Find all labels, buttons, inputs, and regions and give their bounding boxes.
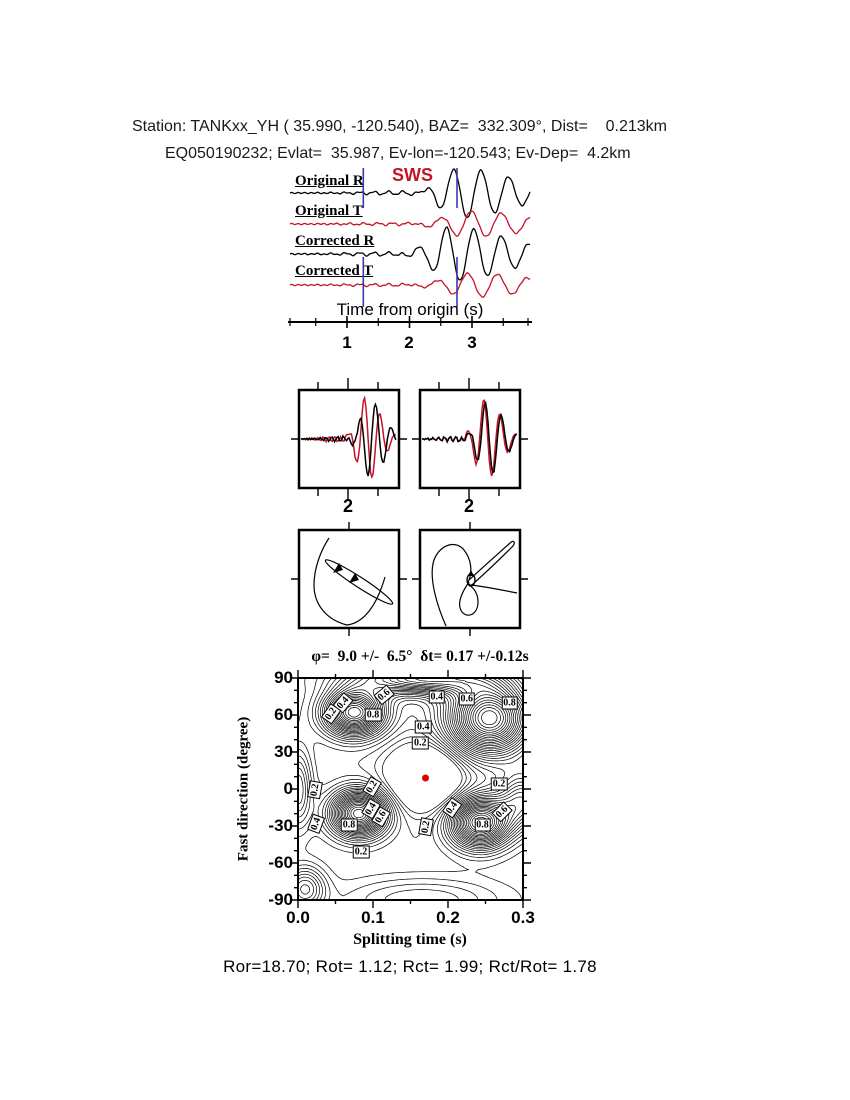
- contour-label-0.2: 0.2: [412, 736, 429, 750]
- contour-line: [481, 710, 498, 726]
- waveform-stack-plot: [288, 168, 532, 328]
- time-tick-3: 3: [467, 333, 477, 352]
- xtick-0.2: 0.2: [436, 908, 460, 927]
- pm-curve: [313, 537, 386, 626]
- time-axis-title: Time from origin (s): [336, 300, 484, 319]
- contour-box: [297, 677, 524, 901]
- pm-curve: [471, 584, 518, 594]
- trace-original-r: [289, 168, 531, 219]
- contour-axis-ticks: [290, 670, 531, 908]
- trace-original-t: [289, 210, 531, 237]
- contour-line: [298, 678, 523, 900]
- pm-curve: [431, 543, 472, 627]
- ytick-m90: -90: [268, 890, 293, 909]
- motion-direction-arrow: [349, 573, 359, 583]
- panel-tick-2-right: 2: [463, 496, 474, 516]
- particle-motion-original: [313, 537, 394, 626]
- station-info: Station: TANKxx_YH ( 35.990, -120.540), …: [132, 118, 667, 135]
- panel-ticks: [291, 378, 528, 500]
- motion-direction-arrow: [468, 570, 474, 576]
- quality-stats: Ror=18.70; Rot= 1.12; Rct= 1.99; Rct/Rot…: [223, 957, 597, 976]
- contour-label-0.2: 0.2: [417, 817, 434, 837]
- windowed-waveform-panels: [291, 378, 528, 500]
- pm-ellipse: [324, 559, 394, 605]
- contour-label-0.8: 0.8: [501, 696, 518, 710]
- contour-xlabel: Splitting time (s): [353, 931, 467, 948]
- contour-line: [381, 741, 463, 814]
- time-axis: [288, 316, 532, 328]
- panel-trace-3: [421, 400, 518, 474]
- ytick-60: 60: [274, 705, 293, 724]
- panel-trace-0: [300, 395, 396, 479]
- particle-motion-panels: [291, 522, 528, 636]
- panel-trace-2: [421, 399, 518, 477]
- ytick-0: 0: [283, 779, 293, 798]
- contour-label-0.2: 0.2: [306, 780, 323, 800]
- contour-line: [298, 678, 523, 900]
- trace-label-original-t: Original T: [295, 203, 363, 219]
- pm-ticks: [291, 522, 528, 636]
- motion-direction-arrow: [333, 563, 343, 573]
- trace-label-corrected-r: Corrected R: [295, 233, 375, 249]
- panel-tick-2-left: 2: [342, 496, 353, 516]
- contour-label-0.6: 0.6: [458, 692, 475, 706]
- trace-label-corrected-t: Corrected T: [295, 263, 374, 279]
- best-fit-marker: [422, 774, 429, 782]
- xtick-0.1: 0.1: [361, 908, 385, 927]
- contour-line: [374, 736, 467, 821]
- ytick-m30: -30: [268, 816, 293, 835]
- particle-motion-corrected: [431, 540, 518, 627]
- contour-ylabel: Fast direction (degree): [235, 716, 252, 862]
- trace-label-original-r: Original R: [295, 173, 364, 189]
- time-tick-1: 1: [342, 333, 352, 352]
- contour-label-0.4: 0.4: [415, 720, 432, 734]
- contour-label-0.8: 0.8: [364, 708, 382, 722]
- contour-label-0.8: 0.8: [474, 818, 491, 832]
- xtick-0.3: 0.3: [511, 908, 535, 927]
- event-info: EQ050190232; Evlat= 35.987, Ev-lon=-120.…: [165, 145, 631, 162]
- panel-trace-1: [300, 402, 397, 477]
- ytick-m60: -60: [268, 853, 293, 872]
- sws-annotation: SWS: [392, 165, 434, 185]
- time-tick-2: 2: [404, 333, 414, 352]
- contour-label-0.2: 0.2: [490, 777, 508, 791]
- trace-corrected-r: [289, 226, 531, 281]
- contour-line: [477, 707, 501, 729]
- xtick-0.0: 0.0: [286, 908, 310, 927]
- contour-label-0.2: 0.2: [352, 845, 370, 859]
- ytick-90: 90: [274, 668, 293, 687]
- ytick-30: 30: [274, 742, 293, 761]
- contour-label-0.4: 0.4: [428, 690, 445, 703]
- contour-label-0.8: 0.8: [340, 818, 358, 832]
- splitting-result-title: φ= 9.0 +/- 6.5° δt= 0.17 +/-0.12s: [311, 648, 529, 665]
- pm-curve: [458, 581, 479, 616]
- pm-curve: [467, 540, 515, 586]
- trace-corrected-t: [289, 272, 531, 299]
- contour-line: [327, 678, 523, 845]
